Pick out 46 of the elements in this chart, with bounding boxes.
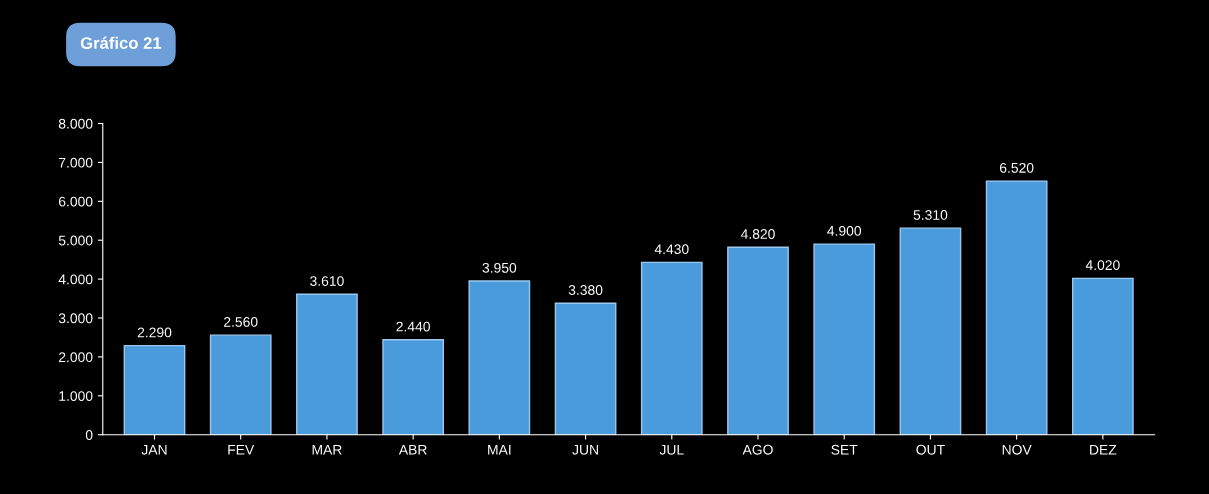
bar bbox=[123, 344, 186, 435]
bar bbox=[985, 180, 1048, 435]
x-tick-label: FEV bbox=[228, 444, 255, 455]
x-tick-label: DEZ bbox=[1090, 444, 1117, 455]
x-tick-label: SET bbox=[831, 444, 858, 455]
bar bbox=[899, 227, 962, 435]
data-label: 4.820 bbox=[740, 229, 775, 239]
y-tick-label: 4.000 bbox=[58, 274, 93, 285]
data-label: 4.430 bbox=[654, 244, 689, 255]
bar bbox=[296, 293, 358, 435]
y-tick-label: 0 bbox=[85, 430, 93, 440]
data-label: 3.950 bbox=[482, 262, 517, 273]
bar bbox=[468, 280, 531, 435]
x-tick-label: MAR bbox=[312, 444, 342, 455]
x-tick-label: JUN bbox=[572, 444, 598, 455]
x-tick-label: OUT bbox=[916, 444, 945, 455]
x-tick-label: ABR bbox=[398, 444, 427, 455]
y-tick-label: 8.000 bbox=[58, 118, 93, 129]
data-label: 2.440 bbox=[396, 321, 430, 332]
bar bbox=[640, 261, 703, 435]
data-label: 3.610 bbox=[310, 276, 344, 286]
data-label: 4.900 bbox=[827, 225, 862, 236]
y-tick-label: 6.000 bbox=[59, 196, 93, 207]
data-label: 5.310 bbox=[913, 210, 948, 220]
x-tick-label: AGO bbox=[742, 444, 773, 455]
bar bbox=[209, 334, 272, 435]
data-label: 6.520 bbox=[999, 162, 1034, 173]
bar bbox=[813, 243, 876, 435]
bar bbox=[554, 302, 617, 435]
x-tick-label: JAN bbox=[141, 444, 167, 455]
bar bbox=[727, 246, 789, 435]
y-tick-label: 1.000 bbox=[59, 391, 93, 401]
bar bbox=[382, 339, 445, 435]
bar bbox=[1071, 277, 1134, 435]
chart-title: Gráfico 21 bbox=[80, 36, 162, 49]
data-label: 2.290 bbox=[137, 327, 172, 338]
y-tick-label: 7.000 bbox=[59, 157, 93, 168]
data-label: 3.380 bbox=[568, 285, 603, 295]
y-tick-label: 5.000 bbox=[58, 235, 93, 246]
y-tick-label: 3.000 bbox=[58, 313, 93, 324]
x-tick-label: JUL bbox=[659, 444, 684, 455]
data-label: 4.020 bbox=[1085, 260, 1120, 271]
data-label: 2.560 bbox=[224, 316, 258, 327]
x-tick-label: NOV bbox=[1002, 444, 1032, 455]
y-tick-label: 2.000 bbox=[58, 352, 93, 363]
x-tick-label: MAI bbox=[488, 444, 511, 455]
